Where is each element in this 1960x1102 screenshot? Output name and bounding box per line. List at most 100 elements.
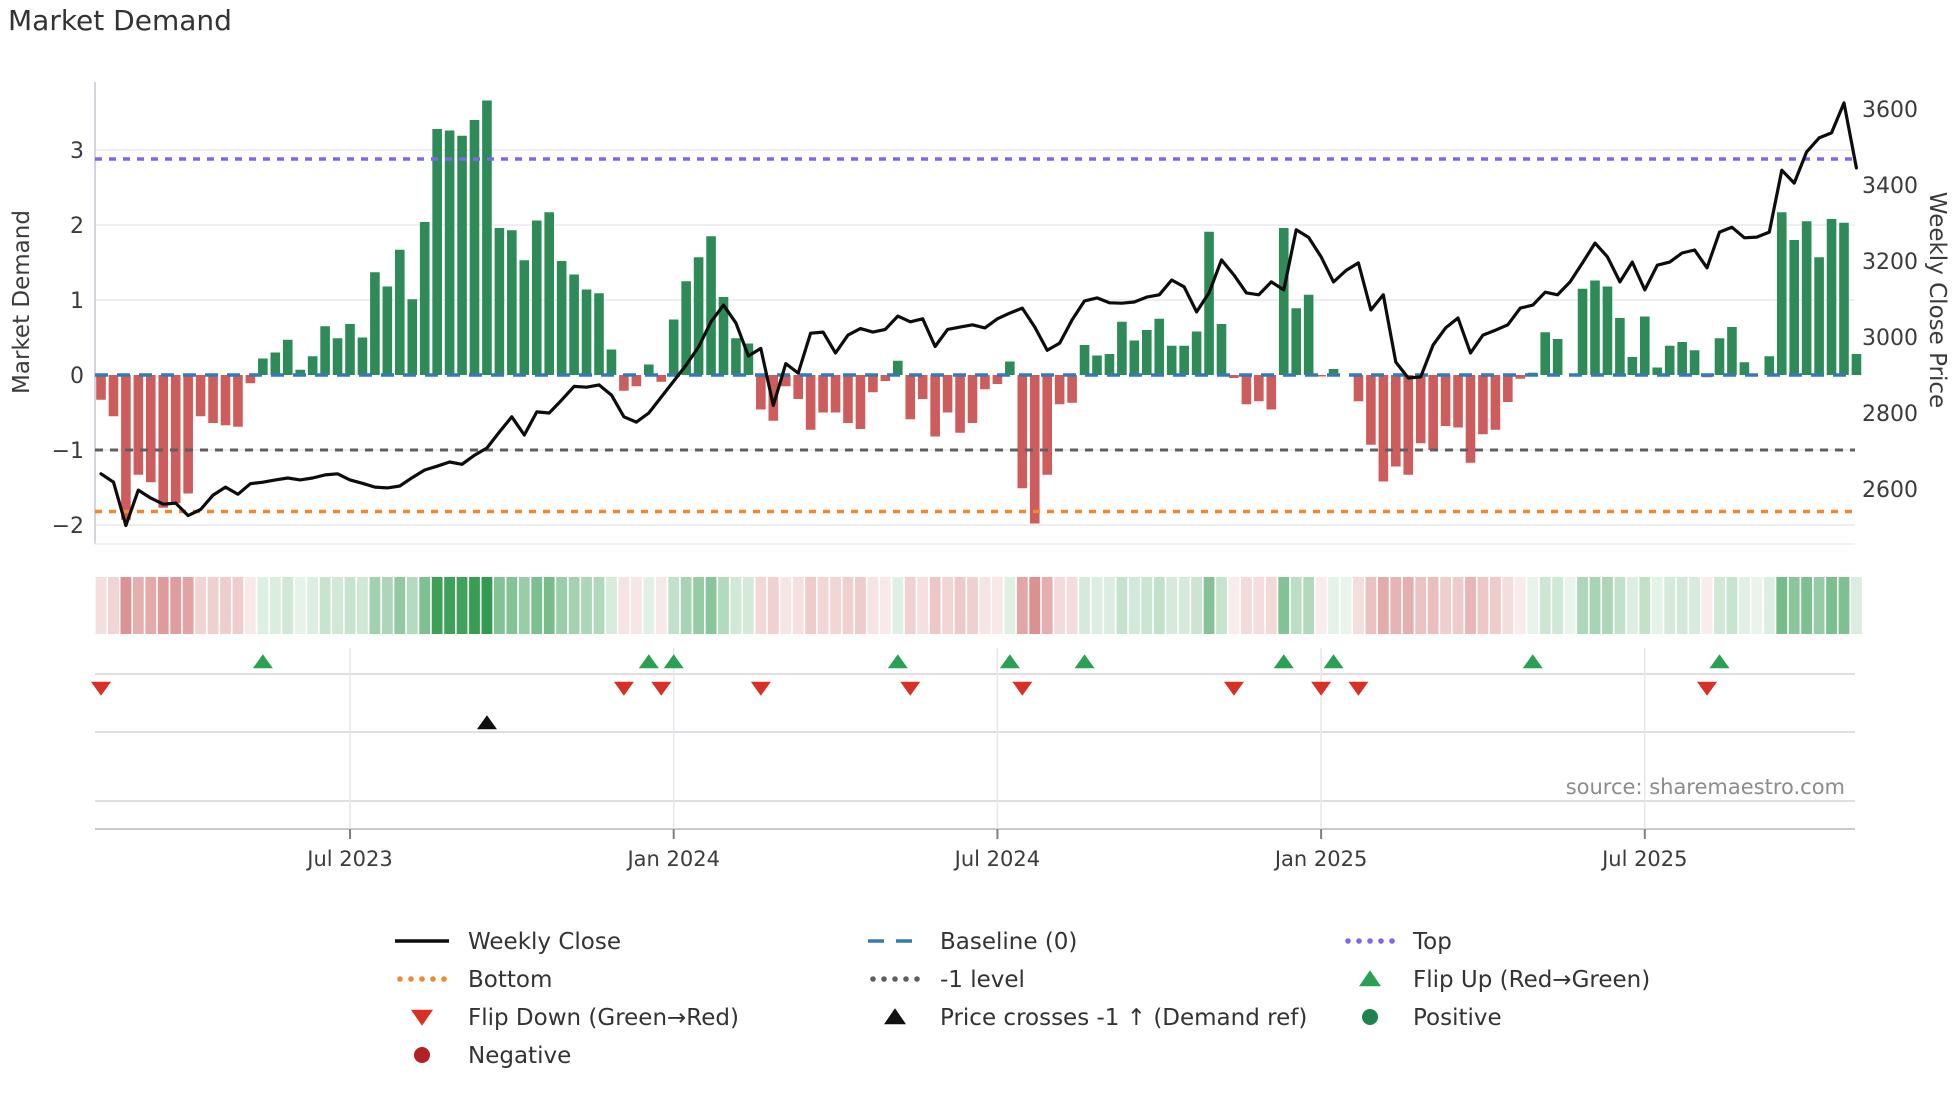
legend-swatch-dot <box>1356 938 1362 944</box>
demand-bar <box>569 274 579 375</box>
demand-bar <box>1191 331 1202 375</box>
heatmap-cell <box>518 577 530 634</box>
heatmap-cell <box>1340 577 1352 634</box>
demand-bar <box>1428 375 1438 450</box>
demand-bar <box>1615 318 1625 375</box>
legend-label: Bottom <box>468 967 552 993</box>
demand-bar <box>768 375 779 421</box>
demand-bar <box>930 375 940 437</box>
heatmap-cell <box>1203 577 1215 634</box>
legend-swatch-dot <box>914 976 920 982</box>
legend-swatch-dot <box>1389 938 1395 944</box>
demand-bar <box>1092 355 1102 375</box>
demand-bar <box>693 257 704 375</box>
demand-bar <box>170 375 181 504</box>
demand-bar <box>96 375 106 400</box>
demand-bar <box>1490 375 1501 430</box>
heatmap-cell <box>1415 577 1427 634</box>
demand-bar <box>905 375 916 420</box>
flip-down-marker <box>613 681 634 696</box>
demand-bar <box>1540 332 1550 375</box>
demand-bar <box>955 375 965 433</box>
chart-title: Market Demand <box>8 4 232 37</box>
demand-bar <box>1602 286 1613 375</box>
legend-swatch-dot <box>1345 938 1351 944</box>
heatmap-cell <box>456 577 468 634</box>
heatmap-cell <box>892 577 904 634</box>
price-cross-marker <box>476 715 497 730</box>
demand-bar <box>1689 350 1700 375</box>
heatmap-cell <box>381 577 393 634</box>
demand-bar <box>1104 354 1115 375</box>
heatmap-cell <box>220 577 231 634</box>
demand-bar <box>1839 222 1849 375</box>
heatmap-cell <box>1041 577 1053 634</box>
x-tick-label: Jan 2024 <box>625 847 720 871</box>
heatmap-cell <box>1265 577 1277 634</box>
legend-swatch-dot <box>1378 938 1384 944</box>
legend-swatch-dot <box>441 976 447 982</box>
heatmap-cell <box>195 577 206 634</box>
heatmap-cell <box>668 577 680 634</box>
heatmap-cell <box>1788 577 1800 634</box>
demand-bar <box>1229 375 1239 378</box>
heatmap-cell <box>1714 577 1725 634</box>
demand-bar <box>1079 345 1090 375</box>
legend-swatch-dot <box>892 976 898 982</box>
heatmap-cell <box>1278 577 1290 634</box>
demand-bar <box>133 375 144 475</box>
heatmap-cell <box>879 577 891 634</box>
demand-bar <box>880 375 891 381</box>
heatmap-cell <box>182 577 194 634</box>
heatmap-cell <box>157 577 169 634</box>
price-tick-label: 3400 <box>1862 174 1918 199</box>
demand-bar <box>307 356 318 375</box>
heatmap-cell <box>1141 577 1153 634</box>
demand-bar <box>1316 375 1326 377</box>
heatmap-cell <box>1253 577 1265 634</box>
heatmap-cell <box>1029 577 1041 634</box>
heatmap-cell <box>1365 577 1377 634</box>
price-tick-label: 2600 <box>1862 478 1918 503</box>
demand-bar <box>469 120 480 375</box>
heatmap-cell <box>904 577 916 634</box>
demand-bar <box>581 289 592 375</box>
heatmap-cell <box>481 577 493 634</box>
heatmap-cell <box>1079 577 1090 634</box>
heatmap-cell <box>1851 577 1862 634</box>
legend-swatch-dot <box>430 976 436 982</box>
flip-up-marker <box>638 654 659 669</box>
demand-bar <box>531 220 542 375</box>
demand-bar <box>1142 330 1152 375</box>
heatmap-cell <box>506 577 518 634</box>
heatmap-cell <box>1402 577 1414 634</box>
heatmap-cell <box>1477 577 1489 634</box>
demand-bar <box>756 375 766 410</box>
legend-label: Negative <box>468 1043 571 1069</box>
demand-bar <box>1117 321 1127 375</box>
flip-up-marker <box>887 654 908 669</box>
demand-bar <box>233 375 243 427</box>
demand-bar <box>146 375 156 483</box>
demand-bar <box>556 261 567 375</box>
demand-bar <box>644 364 654 375</box>
legend-swatch-dot <box>397 976 403 982</box>
heatmap-cell <box>1614 577 1626 634</box>
heatmap-cell <box>170 577 182 634</box>
heatmap-cell <box>232 577 244 634</box>
y-tick-label: 0 <box>70 364 84 389</box>
demand-bar <box>494 228 505 375</box>
heatmap-cell <box>207 577 219 634</box>
demand-bar <box>1727 327 1737 375</box>
heatmap-cell <box>680 577 692 634</box>
demand-bar <box>1851 354 1862 375</box>
price-tick-label: 2800 <box>1862 402 1918 427</box>
demand-bar <box>1776 212 1787 375</box>
heatmap-cell <box>1178 577 1190 634</box>
demand-bar <box>457 135 467 375</box>
demand-bar <box>967 375 978 423</box>
legend-label: Baseline (0) <box>940 929 1077 955</box>
x-tick-label: Jul 2024 <box>953 847 1040 871</box>
x-tick-label: Jan 2025 <box>1273 847 1368 871</box>
heatmap-cell <box>568 577 580 634</box>
